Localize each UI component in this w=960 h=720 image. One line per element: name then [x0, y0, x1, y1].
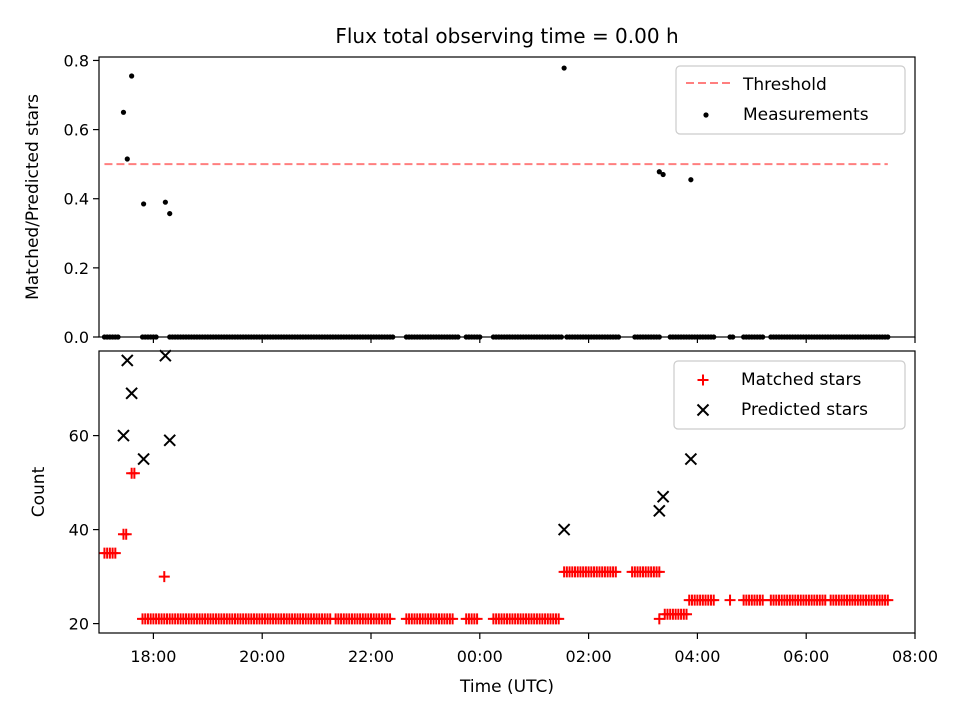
- bottom-x-tick-label: 06:00: [783, 647, 829, 666]
- legend-predicted-label: Predicted stars: [741, 400, 868, 420]
- matched-star-point: [447, 613, 459, 625]
- top-legend: Threshold Measurements: [675, 65, 906, 135]
- bottom-axes-frame: [98, 350, 916, 634]
- matched-star-point: [120, 528, 132, 540]
- x-axis-label: Time (UTC): [459, 677, 554, 697]
- legend-matched-swatch: [697, 374, 709, 386]
- predicted-star-point: [163, 434, 176, 447]
- measurement-point: [124, 156, 130, 162]
- predicted-star-point: [684, 452, 698, 466]
- matched-star-point: [128, 467, 140, 479]
- top-y-tick-label: 0.4: [64, 190, 89, 209]
- matched-star-point: [109, 547, 121, 559]
- bottom-y-tick-label: 40: [69, 521, 89, 540]
- measurement-point: [167, 210, 173, 217]
- top-y-tick-label: 0.0: [64, 328, 89, 347]
- matched-star-point: [384, 613, 396, 625]
- predicted-star-point: [117, 429, 130, 442]
- predicted-star-point: [125, 387, 138, 400]
- top-legend-box: [675, 65, 906, 135]
- predicted-star-point: [653, 504, 666, 518]
- bottom-x-tick-label: 20:00: [239, 647, 285, 666]
- matched-star-point: [724, 594, 736, 606]
- bottom-x-tick-label: 04:00: [674, 647, 720, 666]
- matched-star-point: [610, 566, 622, 578]
- matched-star-point: [653, 613, 665, 625]
- predicted-star-point: [557, 523, 571, 536]
- matched-star-point: [553, 613, 565, 625]
- bottom-legend: Matched stars Predicted stars: [673, 360, 906, 430]
- bottom-panel: 20 40 60 18:00 20:00 22:00 00:00 02:00 04:00 06:0…: [29, 349, 938, 697]
- bottom-x-tick-label: 02:00: [566, 647, 612, 666]
- bottom-y-tick-label: 60: [69, 427, 89, 446]
- measurement-point: [120, 109, 127, 115]
- matched-star-point: [653, 566, 665, 578]
- legend-matched-label: Matched stars: [741, 370, 861, 390]
- bottom-x-tick-label: 18:00: [130, 647, 176, 666]
- bottom-x-tick-label: 08:00: [892, 647, 938, 666]
- chart-title: Flux total observing time = 0.00 h: [335, 24, 678, 48]
- legend-measurements-label: Measurements: [743, 105, 869, 125]
- measurement-point: [129, 73, 135, 79]
- legend-predicted-swatch: [696, 403, 710, 417]
- top-y-tick-label: 0.8: [64, 51, 89, 70]
- measurement-point: [688, 177, 694, 183]
- bottom-y-tick-label: 20: [69, 615, 89, 634]
- top-y-tick-label: 0.6: [64, 121, 89, 140]
- measurement-point: [162, 199, 168, 205]
- top-axes-frame: [98, 56, 916, 338]
- bottom-plot-area: [98, 349, 894, 625]
- measurement-point: [561, 65, 567, 71]
- top-y-axis-label: Matched/Predicted stars: [23, 94, 43, 300]
- predicted-star-point: [137, 452, 150, 466]
- bottom-x-tick-label: 22:00: [348, 647, 394, 666]
- legend-threshold-label: Threshold: [742, 75, 827, 95]
- matched-star-point: [158, 571, 170, 583]
- bottom-x-tick-label: 00:00: [457, 647, 503, 666]
- matched-star-point: [882, 594, 894, 606]
- matched-star-point: [471, 613, 483, 625]
- top-panel: 0.00.20.40.60.8 Matched/Predicted stars …: [23, 51, 916, 347]
- top-axis: 0.0 0.2 0.4 0.6 0.8: [64, 51, 916, 347]
- bottom-y-axis-label: Count: [29, 466, 49, 517]
- measurement-point: [656, 169, 662, 175]
- predicted-star-point: [121, 354, 134, 367]
- measurement-point: [141, 201, 147, 207]
- top-plot-area: [101, 65, 891, 340]
- bottom-axis: 20 40 60 18:00 20:00 22:00 00:00 02:00 04:00 06:0…: [69, 427, 938, 666]
- predicted-star-point: [656, 490, 670, 503]
- legend-measurements-swatch: [703, 112, 709, 118]
- predicted-star-point: [159, 349, 172, 362]
- top-y-tick-label: 0.2: [64, 259, 89, 278]
- matched-star-point: [681, 608, 693, 620]
- matched-star-point: [708, 594, 720, 606]
- bottom-legend-box: [673, 360, 906, 430]
- measurement-point: [660, 171, 666, 178]
